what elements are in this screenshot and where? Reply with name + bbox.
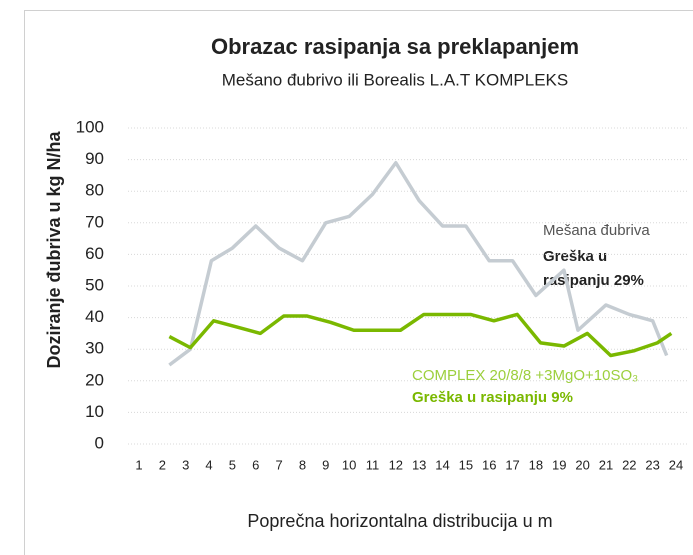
- x-tick-label: 11: [366, 457, 380, 472]
- y-tick-label: 70: [85, 212, 104, 231]
- x-tick-label: 16: [482, 457, 496, 472]
- x-tick-label: 3: [182, 457, 189, 472]
- chart-title: Obrazac rasipanja sa preklapanjem: [211, 34, 579, 59]
- y-tick-label: 60: [85, 244, 104, 263]
- x-tick-label: 18: [529, 457, 543, 472]
- data-line: [168, 161, 669, 367]
- chart-subtitle: Mešano đubrivo ili Borealis L.A.T KOMPLE…: [222, 70, 568, 89]
- x-tick-label: 4: [205, 457, 212, 472]
- x-tick-label: 10: [342, 457, 356, 472]
- x-tick-label: 1: [135, 457, 142, 472]
- x-axis-label: Poprečna horizontalna distribucija u m: [247, 511, 552, 531]
- x-tick-label: 13: [412, 457, 426, 472]
- annotation: Greška u rasipanju 9%: [412, 389, 573, 406]
- y-tick-label: 40: [85, 307, 104, 326]
- frame: [24, 10, 693, 555]
- y-tick-label: 50: [85, 275, 104, 294]
- legend-label: COMPLEX 20/8/8 +3MgO+10SO₃: [412, 367, 638, 384]
- x-tick-label: 20: [575, 457, 589, 472]
- y-tick-label: 10: [85, 402, 104, 421]
- x-tick-label: 7: [275, 457, 282, 472]
- x-tick-label: 21: [599, 457, 613, 472]
- y-axis-label: Doziranje đubriva u kg N/ha: [44, 130, 64, 368]
- y-tick-label: 90: [85, 149, 104, 168]
- x-tick-label: 24: [669, 457, 683, 472]
- annotation: Greška u: [543, 248, 607, 265]
- x-tick-label: 22: [622, 457, 636, 472]
- y-tick-label: 80: [85, 181, 104, 200]
- x-tick-label: 15: [459, 457, 473, 472]
- data-line: [168, 312, 673, 358]
- x-tick-label: 14: [435, 457, 449, 472]
- x-tick-label: 2: [159, 457, 166, 472]
- y-tick-label: 20: [85, 370, 104, 389]
- x-tick-label: 9: [322, 457, 329, 472]
- legend-label: Mešana đubriva: [543, 222, 650, 239]
- y-tick-label: 0: [95, 433, 104, 452]
- x-tick-label: 8: [299, 457, 306, 472]
- x-tick-label: 12: [389, 457, 403, 472]
- y-tick-label: 30: [85, 339, 104, 358]
- x-tick-label: 17: [505, 457, 519, 472]
- x-tick-label: 19: [552, 457, 566, 472]
- x-tick-label: 5: [229, 457, 236, 472]
- y-tick-label: 100: [76, 117, 104, 136]
- x-tick-label: 23: [645, 457, 659, 472]
- x-tick-label: 6: [252, 457, 259, 472]
